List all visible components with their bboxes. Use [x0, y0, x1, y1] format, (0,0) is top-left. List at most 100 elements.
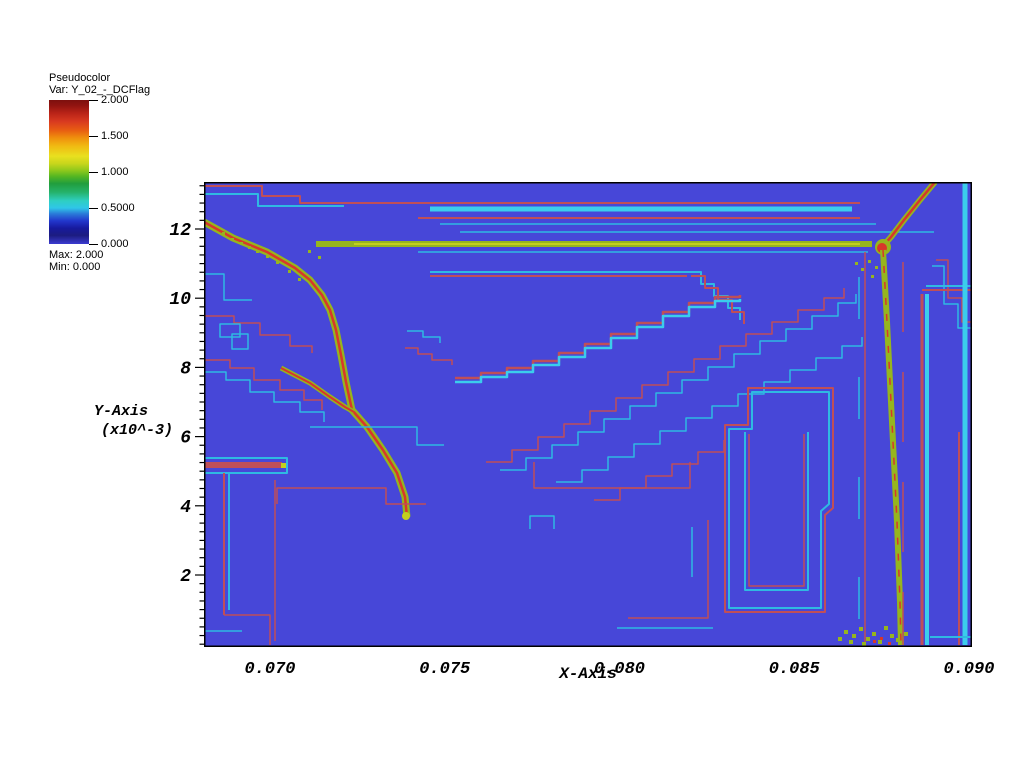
field-contour — [880, 249, 904, 646]
field-speckle — [298, 278, 301, 281]
pseudocolor-legend: Pseudocolor Var: Y_02_-_DCFlag 2.000 1.50… — [49, 72, 179, 273]
colorbar-tick-label: 0.000 — [101, 238, 129, 250]
field-speckle — [318, 256, 321, 259]
field-contour — [280, 367, 355, 413]
field-speckle — [866, 637, 870, 641]
axes: 0.070 0.075 0.080 0.085 0.090 2 4 6 8 10 12 — [169, 182, 995, 679]
x-tick-label: 0.090 — [943, 660, 994, 679]
field-speckle — [844, 630, 848, 634]
field-speckle — [266, 255, 269, 258]
colorbar-tick — [89, 99, 98, 101]
field-speckle — [871, 275, 874, 278]
field-speckle — [875, 266, 878, 269]
field-contour — [500, 294, 857, 471]
field-contour — [407, 330, 441, 343]
field-speckle — [281, 463, 286, 468]
field-speckle — [896, 638, 900, 642]
colorbar-tick-label: 1.000 — [101, 166, 129, 178]
legend-max: Max: 2.000 — [49, 249, 104, 261]
field-speckle — [878, 640, 882, 644]
colorbar-gradient — [49, 100, 89, 244]
field-background — [204, 182, 972, 647]
field-contour — [204, 185, 860, 204]
field-contour — [204, 273, 252, 301]
y-tick-label: 12 — [169, 221, 191, 241]
colorbar-tick — [89, 171, 98, 173]
x-tick-label: 0.080 — [594, 660, 645, 679]
field-contour — [594, 440, 725, 501]
field-contour — [204, 315, 313, 353]
field-contour — [276, 487, 426, 505]
field-speckle — [838, 637, 842, 641]
field-speckle — [872, 632, 876, 636]
y-tick-label: 8 — [180, 359, 191, 379]
field-speckle — [888, 642, 891, 645]
colorbar: 2.000 1.500 1.000 0.5000 0.000 — [49, 95, 159, 250]
field-contour — [204, 193, 344, 207]
field-contour — [882, 182, 936, 247]
field-speckle — [240, 242, 243, 245]
legend-title: Pseudocolor — [49, 72, 111, 84]
field-contour — [628, 520, 709, 619]
field-contour — [486, 288, 845, 463]
field-speckle — [256, 250, 259, 253]
field-speckle — [880, 637, 883, 640]
field-speckle — [904, 632, 908, 636]
field-speckle — [890, 634, 894, 638]
field-contour — [219, 323, 241, 338]
field-speckle — [308, 250, 311, 253]
field-dot — [402, 512, 410, 520]
field-speckle — [884, 626, 888, 630]
field-contour — [204, 359, 323, 410]
pseudocolor-field — [204, 182, 972, 647]
legend-min: Min: 0.000 — [49, 261, 101, 273]
field-speckle — [852, 634, 856, 638]
y-tick-label: 2 — [180, 567, 191, 587]
colorbar-tick — [89, 207, 98, 209]
field-speckle — [288, 270, 291, 273]
field-speckle — [868, 260, 871, 263]
y-tick-label: 10 — [169, 290, 191, 310]
colorbar-tick-label: 0.5000 — [101, 202, 135, 214]
colorbar-tick — [89, 243, 98, 245]
plot-frame — [204, 182, 972, 647]
field-speckle — [849, 640, 853, 644]
field-speckle — [873, 640, 876, 643]
field-contour — [204, 371, 325, 422]
field-contour — [455, 299, 742, 384]
colorbar-tick-label: 1.500 — [101, 130, 129, 142]
legend-var-label: Var: Y_02_-_DCFlag — [49, 84, 151, 96]
field-speckle — [855, 262, 858, 265]
y-tick-label: 6 — [180, 429, 191, 449]
field-contour — [932, 265, 972, 329]
field-speckle — [248, 246, 251, 249]
colorbar-tick-label: 2.000 — [101, 94, 129, 106]
colorbar-tick — [89, 135, 98, 137]
field-contour — [204, 457, 288, 474]
field-contour — [748, 434, 805, 587]
field-contour — [310, 426, 444, 446]
x-tick-label: 0.070 — [244, 660, 295, 679]
field-speckle — [231, 238, 234, 241]
field-contour — [533, 462, 691, 489]
field-contour — [204, 220, 409, 518]
y-axis-multiplier: (x10^-3) — [101, 422, 173, 439]
field-contour — [724, 387, 834, 613]
field-speckle — [276, 261, 279, 264]
x-tick-label: 0.085 — [769, 660, 820, 679]
x-tick-label: 0.075 — [419, 660, 470, 679]
field-contour — [744, 432, 809, 591]
field-contour — [231, 333, 249, 350]
y-tick-label: 4 — [180, 498, 191, 518]
y-axis-title: Y-Axis — [94, 403, 148, 420]
field-speckle — [222, 232, 225, 235]
field-speckle — [861, 268, 864, 271]
field-contour — [556, 337, 863, 483]
field-contour — [224, 614, 271, 645]
field-contour — [405, 347, 453, 365]
field-speckle — [859, 627, 863, 631]
field-speckle — [862, 642, 866, 646]
x-axis-title: X-Axis — [558, 665, 617, 683]
